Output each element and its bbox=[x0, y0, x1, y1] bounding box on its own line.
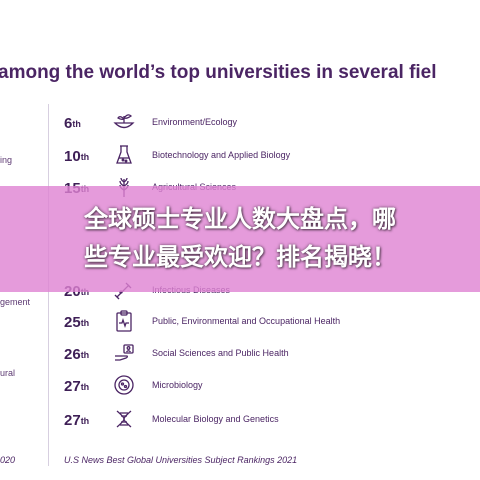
banner-title: 全球硕士专业人数大盘点，哪 些专业最受欢迎？排名揭晓！ bbox=[10, 200, 470, 276]
rank-value: 25th bbox=[64, 314, 90, 331]
hand-people-icon bbox=[112, 341, 136, 365]
subject-label: Public, Environmental and Occupational H… bbox=[152, 316, 341, 326]
ranking-row: 6th Environment/Ecology bbox=[0, 108, 480, 138]
microbe-icon bbox=[112, 373, 136, 397]
subject-label: Environment/Ecology bbox=[152, 117, 238, 127]
rank-value: 26th bbox=[64, 346, 90, 363]
ranking-row: 10th Biotechnology and Applied Biology bbox=[0, 141, 480, 171]
source-caption: U.S News Best Global Universities Subjec… bbox=[64, 455, 298, 465]
subject-label: Microbiology bbox=[152, 380, 203, 390]
banner-line: 全球硕士专业人数大盘点，哪 bbox=[84, 205, 396, 233]
globe-plant-icon bbox=[112, 110, 136, 134]
page-heading: among the world’s top universities in se… bbox=[0, 62, 437, 83]
ranking-row: 27th Microbiology bbox=[0, 371, 480, 401]
dna-icon bbox=[112, 407, 136, 431]
rank-value: 27th bbox=[64, 412, 90, 429]
left-column-fragment: ural bbox=[0, 368, 16, 378]
ranking-row: 26th Social Sciences and Public Health bbox=[0, 339, 480, 369]
rank-value: 27th bbox=[64, 378, 90, 395]
left-column-fragment: gement bbox=[0, 297, 31, 307]
left-column-fragment: ing bbox=[0, 155, 13, 165]
subject-label: Biotechnology and Applied Biology bbox=[152, 150, 291, 160]
left-column-fragment: 020 bbox=[0, 455, 16, 465]
title-banner bbox=[0, 186, 480, 292]
rank-value: 6th bbox=[64, 115, 81, 132]
subject-label: Molecular Biology and Genetics bbox=[152, 414, 279, 424]
banner-line: 些专业最受欢迎？排名揭晓！ bbox=[84, 243, 396, 271]
clipboard-heart-icon bbox=[112, 309, 136, 333]
ranking-row: 25th Public, Environmental and Occupatio… bbox=[0, 307, 480, 337]
subject-label: Social Sciences and Public Health bbox=[152, 348, 289, 358]
ranking-row: 27th Molecular Biology and Genetics bbox=[0, 405, 480, 435]
rank-value: 10th bbox=[64, 148, 90, 165]
flask-icon bbox=[112, 143, 136, 167]
